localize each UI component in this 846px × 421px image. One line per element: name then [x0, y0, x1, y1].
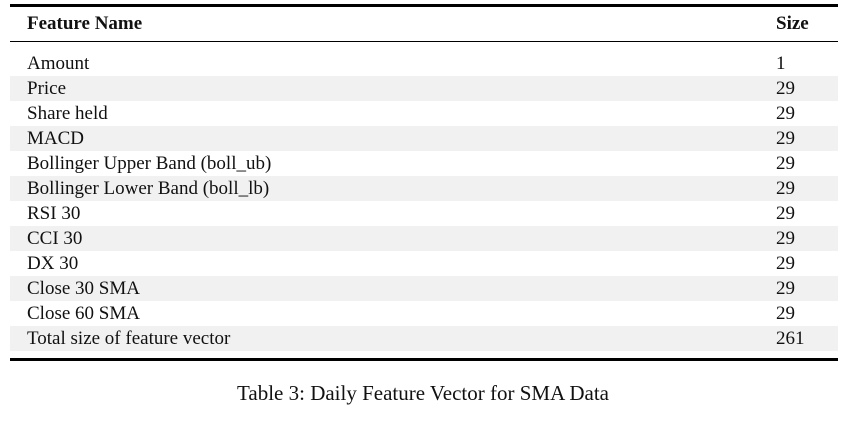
size-cell: 1 [776, 53, 786, 74]
size-cell: 29 [776, 203, 795, 224]
size-cell: 29 [776, 253, 795, 274]
column-header-feature-name: Feature Name [27, 13, 143, 34]
feature-name-cell: Close 30 SMA [27, 278, 140, 299]
feature-name-cell: Close 60 SMA [27, 303, 140, 324]
table-row: MACD 29 [10, 126, 838, 151]
table-top-rule [10, 4, 838, 7]
feature-name-cell: DX 30 [27, 253, 79, 274]
feature-table: Feature Name Size Amount 1 Price 29 Share he… [10, 4, 838, 361]
feature-name-cell: Total size of feature vector [27, 328, 231, 349]
feature-name-cell: Price [27, 78, 67, 99]
table-row: Amount 1 [10, 51, 838, 76]
feature-name-cell: MACD [27, 128, 85, 149]
table-row: Price 29 [10, 76, 838, 101]
feature-name-cell: Share held [27, 103, 108, 124]
feature-name-cell: Bollinger Lower Band (boll_lb) [27, 178, 270, 199]
size-cell: 29 [776, 78, 795, 99]
size-cell: 29 [776, 228, 795, 249]
size-cell: 29 [776, 278, 795, 299]
size-cell: 29 [776, 153, 795, 174]
table-bottom-rule [10, 358, 838, 361]
table-row: CCI 30 29 [10, 226, 838, 251]
table-row: Total size of feature vector 261 [10, 326, 838, 351]
table-row: Close 60 SMA 29 [10, 301, 838, 326]
size-cell: 261 [776, 328, 805, 349]
size-cell: 29 [776, 103, 795, 124]
size-cell: 29 [776, 128, 795, 149]
table-row: Share held 29 [10, 101, 838, 126]
table-row: DX 30 29 [10, 251, 838, 276]
table-header-row: Feature Name Size [10, 7, 838, 42]
size-cell: 29 [776, 303, 795, 324]
table-caption: Table 3: Daily Feature Vector for SMA Da… [237, 381, 609, 405]
column-header-size: Size [776, 13, 809, 34]
table-row: Close 30 SMA 29 [10, 276, 838, 301]
feature-name-cell: Amount [27, 53, 90, 74]
feature-name-cell: Bollinger Upper Band (boll_ub) [27, 153, 272, 174]
feature-name-cell: CCI 30 [27, 228, 83, 249]
feature-name-cell: RSI 30 [27, 203, 81, 224]
table-body: Amount 1 Price 29 Share held 29 MACD 29 Bollinge… [10, 42, 838, 358]
table-row: Bollinger Lower Band (boll_lb) 29 [10, 176, 838, 201]
table-row: RSI 30 29 [10, 201, 838, 226]
size-cell: 29 [776, 178, 795, 199]
table-row: Bollinger Upper Band (boll_ub) 29 [10, 151, 838, 176]
